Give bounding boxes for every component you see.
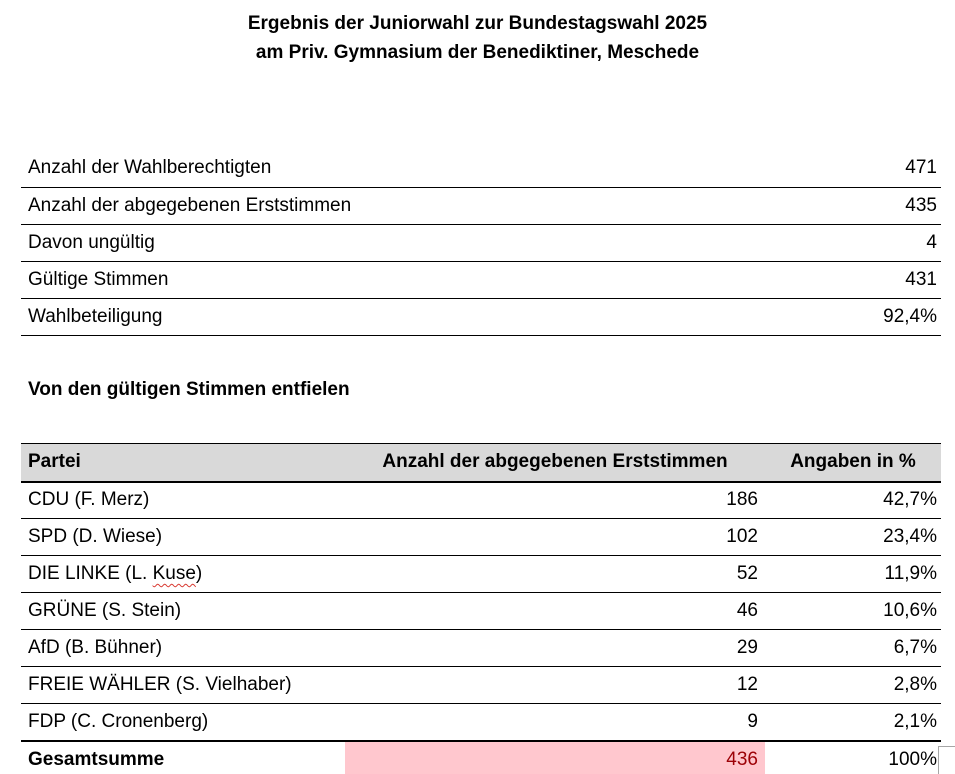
party-percent: 10,6%	[765, 592, 941, 630]
summary-row: Gültige Stimmen 431	[21, 261, 941, 299]
party-votes: 12	[345, 666, 765, 704]
party-name-prefix: DIE LINKE (L.	[28, 563, 153, 584]
results-table: Partei Anzahl der abgegebenen Erststimme…	[21, 443, 941, 774]
total-row: Gesamtsumme 436 100%	[21, 740, 941, 774]
total-votes-highlighted: 436	[345, 740, 765, 774]
result-row: FDP (C. Cronenberg) 9 2,1%	[21, 703, 941, 742]
summary-label: Davon ungültig	[21, 224, 661, 262]
summary-value: 471	[661, 150, 941, 188]
column-header-party: Partei	[21, 443, 345, 483]
party-name: DIE LINKE (L. Kuse)	[21, 555, 345, 593]
result-row: SPD (D. Wiese) 102 23,4%	[21, 518, 941, 556]
column-header-percent: Angaben in %	[765, 443, 941, 483]
party-votes: 9	[345, 703, 765, 742]
party-percent: 2,1%	[765, 703, 941, 742]
spellcheck-word: Kuse	[152, 563, 196, 584]
summary-value: 92,4%	[661, 298, 941, 336]
party-name: AfD (B. Bühner)	[21, 629, 345, 667]
party-votes: 102	[345, 518, 765, 556]
result-row: CDU (F. Merz) 186 42,7%	[21, 481, 941, 519]
summary-row: Anzahl der Wahlberechtigten 471	[21, 150, 941, 188]
result-row: DIE LINKE (L. Kuse) 52 11,9%	[21, 555, 941, 593]
summary-table: Anzahl der Wahlberechtigten 471 Anzahl d…	[21, 150, 941, 336]
summary-label: Gültige Stimmen	[21, 261, 661, 299]
party-name: FDP (C. Cronenberg)	[21, 703, 345, 742]
party-name-suffix: )	[195, 563, 203, 584]
party-percent: 11,9%	[765, 555, 941, 593]
summary-value: 4	[661, 224, 941, 262]
party-percent: 2,8%	[765, 666, 941, 704]
party-percent: 6,7%	[765, 629, 941, 667]
total-label: Gesamtsumme	[28, 748, 165, 770]
party-name: SPD (D. Wiese)	[21, 518, 345, 556]
title-line-2: am Priv. Gymnasium der Benediktiner, Mes…	[255, 42, 700, 63]
summary-row: Wahlbeteiligung 92,4%	[21, 298, 941, 336]
party-votes: 186	[345, 481, 765, 519]
total-percent: 100%	[888, 748, 937, 770]
document-title: Ergebnis der Juniorwahl zur Bundestagswa…	[0, 0, 955, 67]
section-heading: Von den gültigen Stimmen entfielen	[28, 379, 350, 400]
party-percent: 42,7%	[765, 481, 941, 519]
result-row: GRÜNE (S. Stein) 46 10,6%	[21, 592, 941, 630]
title-line-1: Ergebnis der Juniorwahl zur Bundestagswa…	[247, 13, 708, 34]
party-percent: 23,4%	[765, 518, 941, 556]
summary-row: Anzahl der abgegebenen Erststimmen 435	[21, 187, 941, 225]
summary-label: Wahlbeteiligung	[21, 298, 661, 336]
corner-box	[938, 746, 955, 774]
summary-label: Anzahl der Wahlberechtigten	[21, 150, 661, 188]
results-header-row: Partei Anzahl der abgegebenen Erststimme…	[21, 443, 941, 483]
result-row: AfD (B. Bühner) 29 6,7%	[21, 629, 941, 667]
party-name: CDU (F. Merz)	[21, 481, 345, 519]
party-votes: 46	[345, 592, 765, 630]
summary-label: Anzahl der abgegebenen Erststimmen	[21, 187, 661, 225]
summary-value: 435	[661, 187, 941, 225]
party-name: GRÜNE (S. Stein)	[21, 592, 345, 630]
party-votes: 52	[345, 555, 765, 593]
summary-row: Davon ungültig 4	[21, 224, 941, 262]
summary-value: 431	[661, 261, 941, 299]
party-votes: 29	[345, 629, 765, 667]
result-row: FREIE WÄHLER (S. Vielhaber) 12 2,8%	[21, 666, 941, 704]
party-name: FREIE WÄHLER (S. Vielhaber)	[21, 666, 345, 704]
column-header-votes: Anzahl der abgegebenen Erststimmen	[345, 443, 765, 483]
